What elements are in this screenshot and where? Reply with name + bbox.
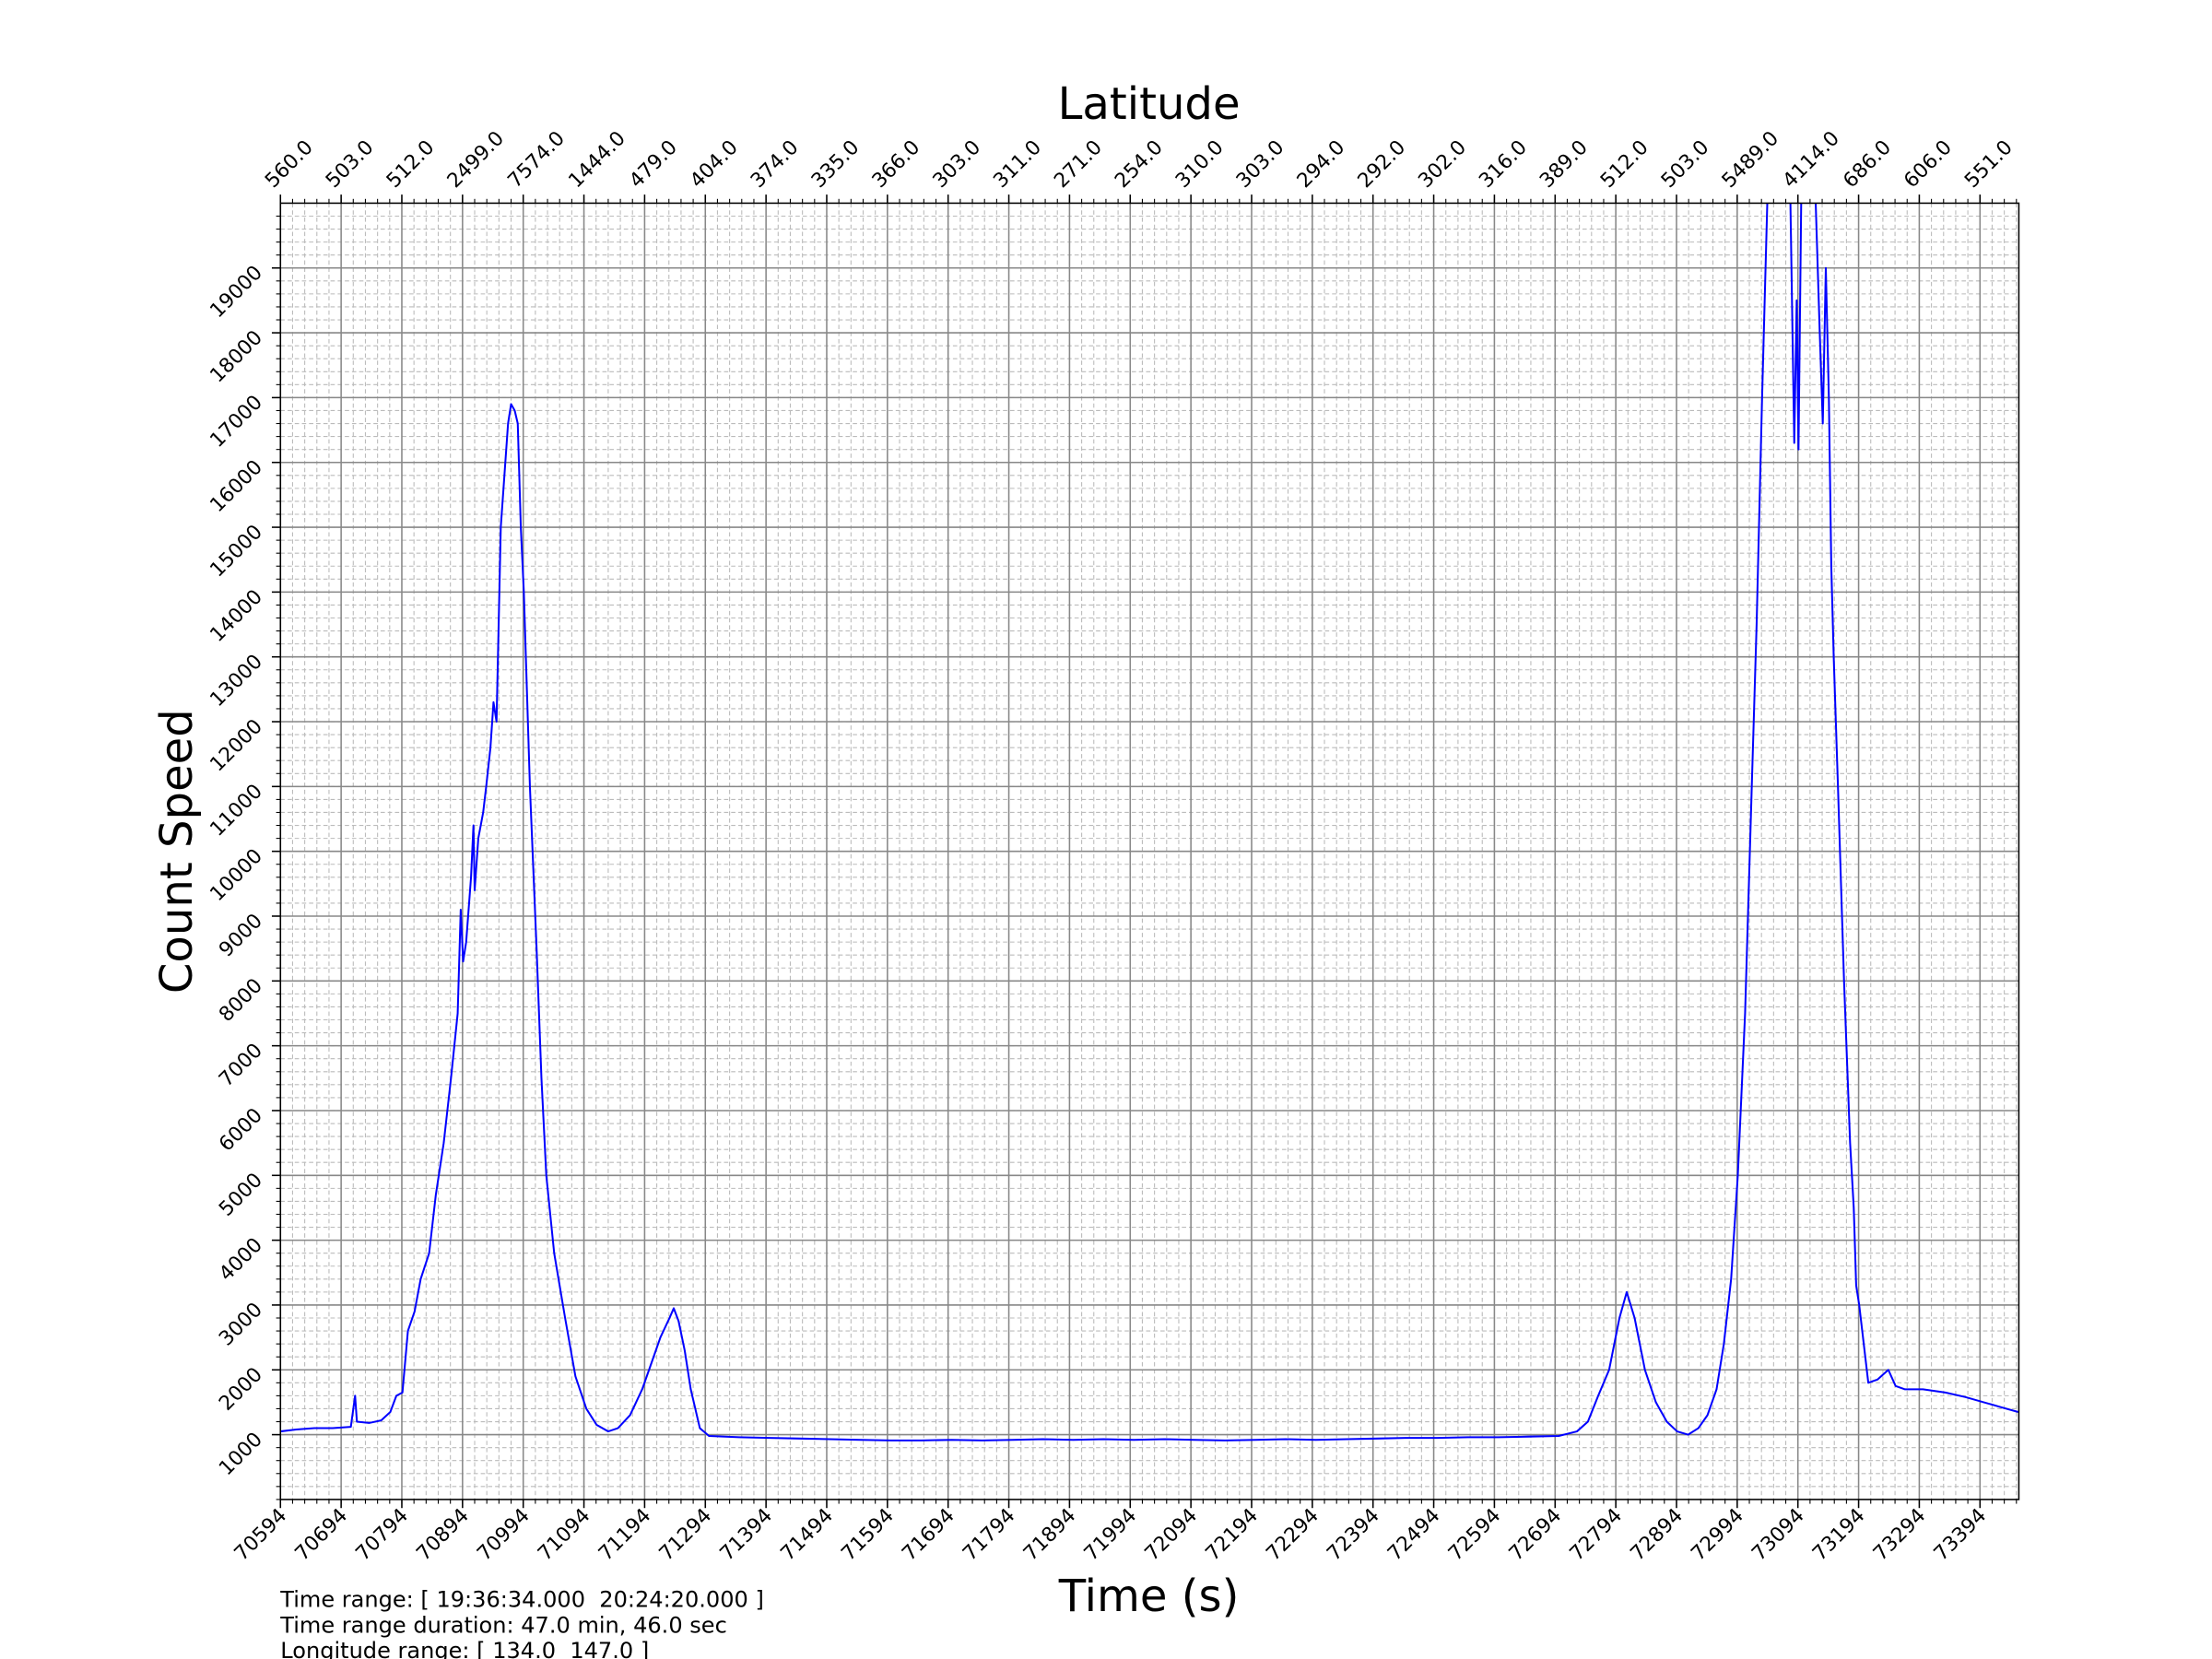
y-tick-label: 7000: [215, 1039, 267, 1091]
x-tick-label: 72694: [1505, 1504, 1567, 1566]
x2-tick-label: 303.0: [929, 136, 986, 194]
y-tick-label: 10000: [206, 844, 267, 906]
x2-tick-label: 404.0: [686, 136, 743, 194]
x-tick-label: 72294: [1262, 1504, 1324, 1566]
x-axis-title: Time (s): [1058, 1571, 1240, 1622]
x2-tick-label: 335.0: [807, 136, 865, 194]
x-tick-label: 71194: [594, 1504, 656, 1566]
x-tick-label: 73094: [1747, 1504, 1809, 1566]
y-tick-label: 19000: [206, 262, 267, 324]
y-tick-label: 9000: [215, 910, 267, 962]
y-axis-title: Count Speed: [151, 709, 203, 994]
y-tick-label: 4000: [215, 1233, 267, 1286]
x-tick-label: 73194: [1808, 1504, 1870, 1566]
x-tick-label: 73294: [1869, 1504, 1931, 1566]
x-tick-label: 72094: [1141, 1504, 1203, 1566]
x2-tick-label: 686.0: [1839, 136, 1896, 194]
x2-tick-label: 366.0: [868, 136, 925, 194]
x2-tick-label: 512.0: [1596, 136, 1653, 194]
x2-tick-label: 551.0: [1960, 136, 2018, 194]
x2-tick-label: 7574.0: [504, 127, 570, 193]
x-tick-label: 71694: [898, 1504, 959, 1566]
x-tick-label: 71994: [1080, 1504, 1142, 1566]
y-tick-label: 14000: [206, 585, 267, 647]
x-tick-label: 72794: [1566, 1504, 1628, 1566]
x-tick-label: 70994: [473, 1504, 535, 1566]
x2-tick-label: 292.0: [1354, 136, 1411, 194]
x2-tick-label: 479.0: [625, 136, 682, 194]
x-tick-label: 72394: [1323, 1504, 1384, 1566]
x2-tick-label: 302.0: [1414, 136, 1471, 194]
y-tick-label: 5000: [215, 1169, 267, 1221]
x2-tick-label: 271.0: [1050, 136, 1107, 194]
y-tick-label: 1000: [215, 1428, 267, 1480]
x-tick-label: 71394: [716, 1504, 778, 1566]
x2-tick-label: 503.0: [322, 136, 379, 194]
x2-tick-label: 606.0: [1900, 136, 1957, 194]
x2-tick-label: 2499.0: [443, 127, 509, 193]
y-tick-label: 18000: [206, 326, 267, 388]
y-tick-label: 16000: [206, 456, 267, 518]
x-tick-label: 72594: [1444, 1504, 1506, 1566]
x2-tick-label: 5489.0: [1718, 127, 1783, 193]
x2-tick-label: 311.0: [989, 136, 1046, 194]
x2-tick-label: 503.0: [1657, 136, 1714, 194]
note: Longitude range: [ 134.0 147.0 ]: [280, 1638, 649, 1659]
x-tick-label: 71894: [1019, 1504, 1081, 1566]
y-tick-label: 13000: [206, 650, 267, 712]
data-line: [280, 203, 2019, 1441]
x2-tick-label: 512.0: [382, 136, 440, 194]
x2-tick-label: 374.0: [747, 136, 804, 194]
x-tick-label: 71794: [959, 1504, 1020, 1566]
x-tick-label: 71094: [534, 1504, 595, 1566]
x-tick-label: 70694: [291, 1504, 353, 1566]
x-tick-label: 72894: [1626, 1504, 1688, 1566]
x2-tick-label: 560.0: [261, 136, 318, 194]
y-tick-label: 8000: [215, 974, 267, 1027]
y-tick-label: 11000: [206, 780, 267, 841]
note: Time range duration: 47.0 min, 46.0 sec: [279, 1612, 727, 1638]
x-tick-label: 70594: [230, 1504, 292, 1566]
y-tick-label: 15000: [206, 521, 267, 582]
x-tick-label: 70894: [412, 1504, 474, 1566]
x2-tick-label: 389.0: [1535, 136, 1593, 194]
x2-tick-label: 310.0: [1171, 136, 1229, 194]
x2-tick-label: 303.0: [1232, 136, 1289, 194]
x-tick-label: 71294: [655, 1504, 717, 1566]
y-tick-label: 12000: [206, 715, 267, 777]
y-tick-label: 17000: [206, 391, 267, 453]
x-tick-label: 71494: [776, 1504, 838, 1566]
x2-tick-label: 294.0: [1293, 136, 1350, 194]
note: Time range: [ 19:36:34.000 20:24:20.000 …: [279, 1586, 764, 1612]
x2-tick-label: 1444.0: [564, 127, 629, 193]
x2-tick-label: 4114.0: [1779, 127, 1844, 193]
x2-tick-label: 254.0: [1111, 136, 1168, 194]
x-tick-label: 71594: [837, 1504, 899, 1566]
x-tick-label: 73394: [1930, 1504, 1992, 1566]
y-tick-label: 3000: [215, 1299, 267, 1351]
x2-tick-label: 316.0: [1475, 136, 1532, 194]
x-tick-label: 72194: [1201, 1504, 1263, 1566]
y-tick-label: 2000: [215, 1363, 267, 1416]
grid: [279, 203, 2019, 1500]
x-tick-label: 72994: [1687, 1504, 1748, 1566]
y-tick-label: 6000: [215, 1104, 267, 1157]
x-tick-label: 72494: [1383, 1504, 1445, 1566]
x-tick-label: 70794: [351, 1504, 413, 1566]
x2-axis-title: Latitude: [1058, 78, 1241, 130]
plot: [280, 203, 2019, 1441]
